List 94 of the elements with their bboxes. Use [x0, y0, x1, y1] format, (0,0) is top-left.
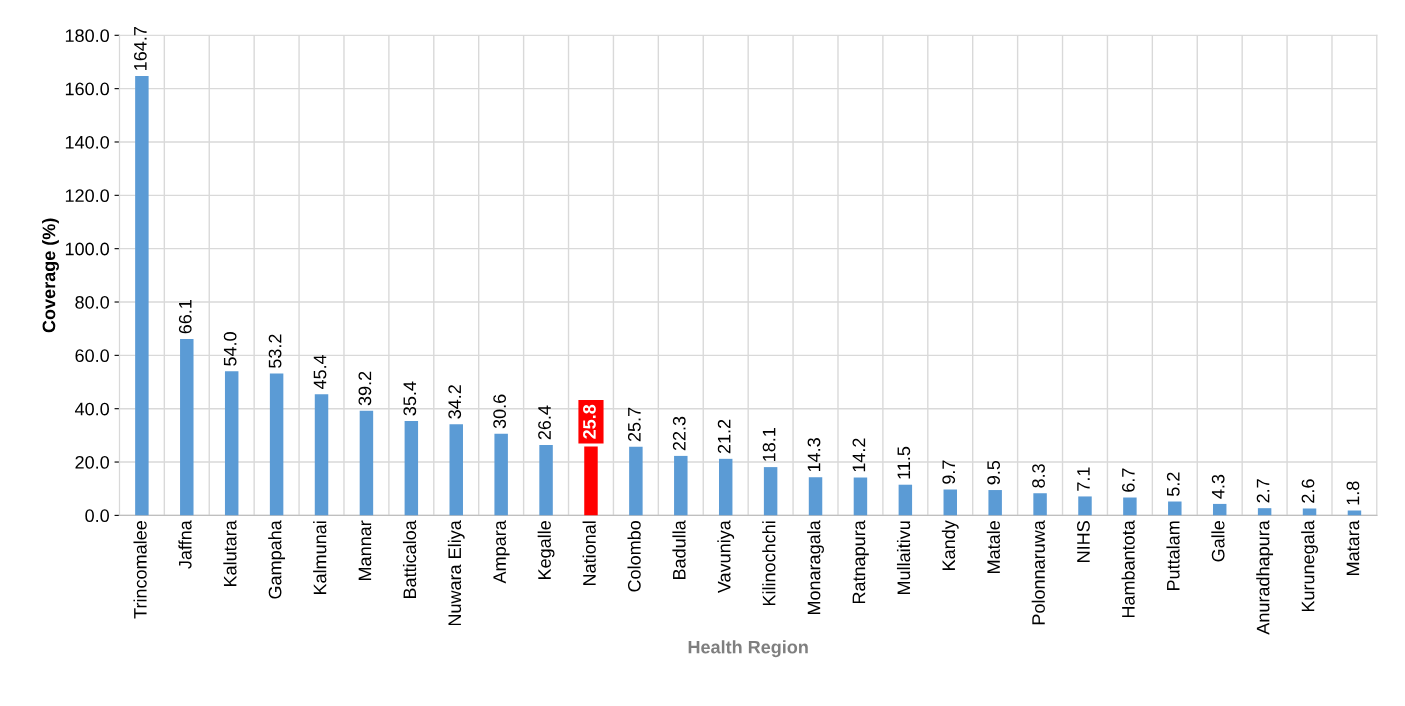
data-label: 164.7 [133, 27, 147, 70]
bar [539, 444, 553, 516]
y-tick-label: 0.0 [85, 509, 109, 523]
bar [988, 490, 1002, 516]
bar [449, 424, 463, 516]
y-tick-label: 100.0 [65, 242, 109, 256]
x-tick-label: NIHS [1077, 521, 1090, 562]
y-tick-label: 180.0 [65, 29, 109, 43]
x-tick-label: National [582, 521, 596, 585]
y-tick-label: 60.0 [75, 349, 109, 363]
bar [808, 477, 823, 516]
data-label: 1.8 [1346, 481, 1360, 505]
bar [494, 433, 508, 516]
bar [269, 373, 284, 516]
y-tick-label: 160.0 [65, 82, 109, 96]
x-tick-label: Batticaloa [402, 520, 417, 599]
y-tick-label: 120.0 [65, 189, 109, 203]
x-tick-label: Kalmunai [313, 521, 327, 595]
x-tick-label: Polonnaruwa [1031, 520, 1045, 625]
data-label: 35.4 [403, 381, 417, 416]
data-label: 9.5 [987, 460, 1001, 485]
bar [224, 371, 239, 516]
data-label: 54.0 [223, 332, 237, 366]
bar [404, 420, 419, 516]
y-axis-title: Coverage (%) [42, 218, 59, 333]
bar [135, 76, 149, 516]
x-tick-label: Ratnapura [852, 520, 869, 604]
data-label: 5.2 [1166, 472, 1180, 496]
data-label: 7.1 [1077, 467, 1090, 491]
bar [674, 455, 688, 516]
bar [1257, 508, 1272, 516]
data-label: 9.7 [942, 460, 956, 484]
y-tick-label: 40.0 [74, 402, 109, 416]
data-label: 11.5 [897, 446, 911, 479]
bar [898, 484, 913, 516]
data-label: 53.2 [268, 334, 282, 368]
x-tick-label: Matara [1346, 520, 1360, 575]
x-tick-label: Jaffna [178, 520, 192, 569]
bar [1078, 496, 1092, 516]
data-label: 2.6 [1301, 479, 1315, 503]
x-tick-label: Galle [1211, 521, 1225, 562]
data-label: 8.3 [1032, 464, 1045, 488]
x-tick-label: Puttalam [1166, 521, 1180, 591]
y-tick-label: 140.0 [65, 135, 109, 149]
data-label: 34.2 [448, 385, 462, 419]
bar [1033, 493, 1047, 516]
data-label: 18.1 [762, 428, 776, 461]
data-label: 6.7 [1121, 468, 1135, 492]
bar [1123, 497, 1137, 516]
x-axis-title: Health Region [688, 640, 808, 658]
x-tick-label: Kandy [941, 520, 959, 570]
data-label: 4.3 [1211, 474, 1225, 499]
y-tick-label: 20.0 [75, 455, 109, 469]
x-tick-label: Kalutara [223, 520, 237, 587]
bar [1168, 501, 1182, 516]
bar [1302, 508, 1317, 516]
x-tick-label: Ampara [493, 520, 510, 584]
bar [180, 339, 194, 516]
bar [943, 489, 957, 516]
x-tick-label: Gampaha [268, 520, 286, 599]
data-label: 14.3 [807, 438, 821, 472]
bar [718, 458, 733, 516]
y-tick-label: 80.0 [75, 295, 109, 309]
x-tick-label: Nuwara Eliya [447, 520, 465, 626]
x-tick-label: Trincomalee [133, 521, 147, 619]
x-tick-label: Anuradhapura [1256, 520, 1274, 635]
x-tick-label: Mullaitivu [896, 521, 911, 595]
bar [629, 446, 643, 516]
x-tick-label: Kilinochchi [762, 521, 776, 606]
data-label: 26.4 [538, 405, 551, 440]
x-tick-label: Hambantota [1121, 520, 1135, 618]
bar [853, 477, 868, 516]
data-label: 25.8 [583, 404, 596, 439]
bar [314, 394, 329, 516]
x-tick-label: Colombo [627, 520, 641, 592]
data-label: 25.7 [627, 407, 641, 442]
data-label: 14.2 [852, 438, 866, 472]
x-tick-label: Monaragala [807, 520, 824, 615]
x-tick-label: Kegalle [537, 521, 555, 579]
x-tick-label: Badulla [672, 520, 686, 579]
data-label: 21.2 [717, 419, 731, 454]
bar [763, 467, 778, 516]
data-label: 39.2 [358, 371, 372, 406]
bar [1212, 503, 1227, 516]
bar [359, 410, 374, 516]
data-label: 2.7 [1256, 479, 1270, 503]
data-label: 45.4 [313, 354, 327, 390]
x-tick-label: Kurunegala [1301, 520, 1318, 612]
x-tick-label: Mannar [358, 520, 372, 580]
data-label: 30.6 [493, 394, 507, 429]
x-tick-label: Vavuniya [717, 520, 735, 594]
data-label: 66.1 [178, 300, 192, 334]
x-tick-label: Matale [986, 521, 1001, 573]
data-label: 22.3 [672, 416, 686, 451]
